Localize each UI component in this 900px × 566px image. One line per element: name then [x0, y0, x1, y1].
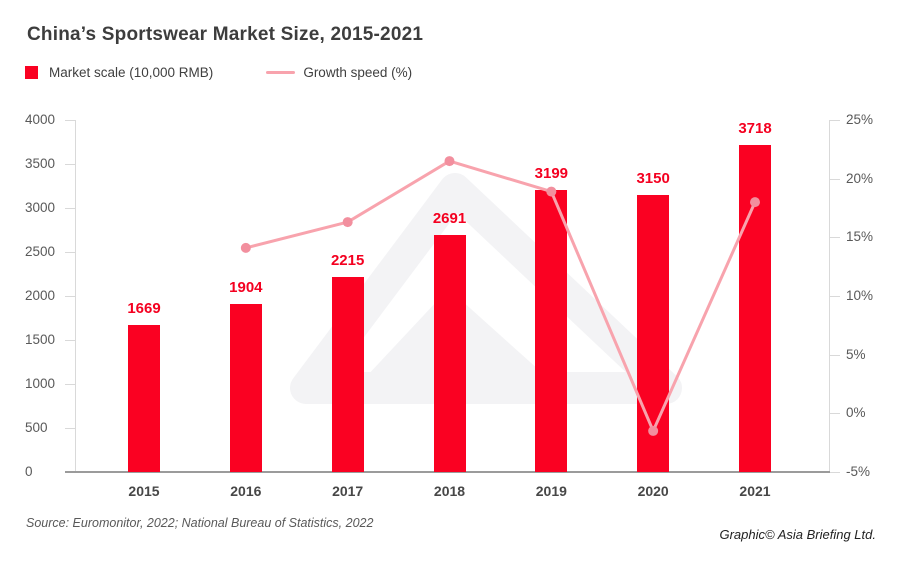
left-axis-tick-label: 1000: [25, 376, 56, 391]
bar: [739, 144, 771, 472]
x-axis-label: 2020: [637, 483, 669, 499]
x-axis-label: 2019: [535, 483, 567, 499]
left-axis: [75, 120, 76, 472]
right-axis-tick-label: 10%: [846, 288, 874, 303]
bar-value-label: 1904: [229, 279, 263, 297]
bar-value-label: 3718: [738, 119, 772, 137]
right-axis-tick: [830, 354, 840, 356]
right-axis-tick-label: 15%: [846, 229, 874, 245]
right-axis-tick-label: 0%: [846, 405, 866, 421]
bar-value-label: 2691: [432, 210, 467, 228]
bar: [433, 235, 466, 472]
left-axis-tick-label: 2500: [25, 244, 56, 259]
bar: [637, 194, 670, 472]
bar: [229, 304, 262, 472]
right-axis-tick: [830, 120, 840, 121]
x-axis-label: 2016: [230, 483, 262, 499]
left-axis-tick: [65, 120, 75, 121]
chart-title: China’s Sportswear Market Size, 2015-202…: [27, 24, 424, 45]
left-axis-tick: [65, 252, 75, 253]
bar: [331, 277, 364, 472]
bar: [535, 190, 568, 472]
left-axis-tick: [65, 340, 75, 341]
right-axis-tick: [830, 178, 840, 180]
left-axis-tick-label: 2000: [25, 288, 56, 303]
x-axis-label: 2018: [433, 483, 466, 499]
bar-value-label: 2215: [330, 252, 365, 270]
right-axis-tick: [830, 237, 840, 239]
legend-market-label: Market scale (10,000 RMB): [49, 64, 214, 80]
legend: Market scale (10,000 RMB) Growth speed (…: [25, 63, 412, 81]
source-note: Source: Euromonitor, 2022; National Bure…: [26, 516, 374, 530]
left-axis-tick-label: 3500: [25, 156, 56, 171]
left-axis-tick-label: 1500: [25, 332, 56, 347]
left-axis-tick: [65, 428, 75, 429]
bar-value-label: 1669: [127, 300, 161, 318]
left-axis-tick: [65, 164, 75, 165]
left-axis-tick: [65, 296, 75, 297]
right-axis-tick: [830, 413, 840, 415]
right-axis-tick-label: 20%: [846, 170, 874, 186]
growth-speed-swatch-icon: [266, 70, 296, 74]
credit-note: Graphic© Asia Briefing Ltd.: [719, 527, 876, 542]
left-axis-tick-label: 0: [25, 464, 33, 479]
x-axis-baseline: [65, 471, 830, 473]
bar-value-label: 3199: [534, 165, 569, 183]
right-axis-tick-label: 5%: [846, 346, 866, 362]
left-axis-tick-label: 3000: [25, 200, 56, 215]
left-axis-tick: [65, 208, 75, 209]
right-axis-tick-label: 25%: [846, 112, 874, 127]
right-axis: [829, 120, 830, 472]
left-axis-tick-label: 500: [25, 420, 48, 435]
bar-value-label: 3150: [636, 169, 670, 187]
x-axis-label: 2017: [332, 483, 364, 499]
bar: [128, 325, 160, 472]
legend-growth-label: Growth speed (%): [303, 64, 413, 80]
x-axis-label: 2015: [128, 483, 160, 499]
market-scale-swatch-icon: [25, 65, 38, 79]
right-axis-tick-label: -5%: [846, 464, 871, 479]
legend-item-growth: Growth speed (%): [213, 65, 412, 80]
x-axis-label: 2021: [739, 483, 771, 499]
left-axis-tick: [65, 384, 75, 385]
legend-item-market: Market scale (10,000 RMB): [25, 65, 213, 80]
right-axis-tick: [830, 296, 840, 297]
right-axis-tick: [830, 472, 840, 473]
left-axis-tick-label: 4000: [25, 112, 56, 127]
